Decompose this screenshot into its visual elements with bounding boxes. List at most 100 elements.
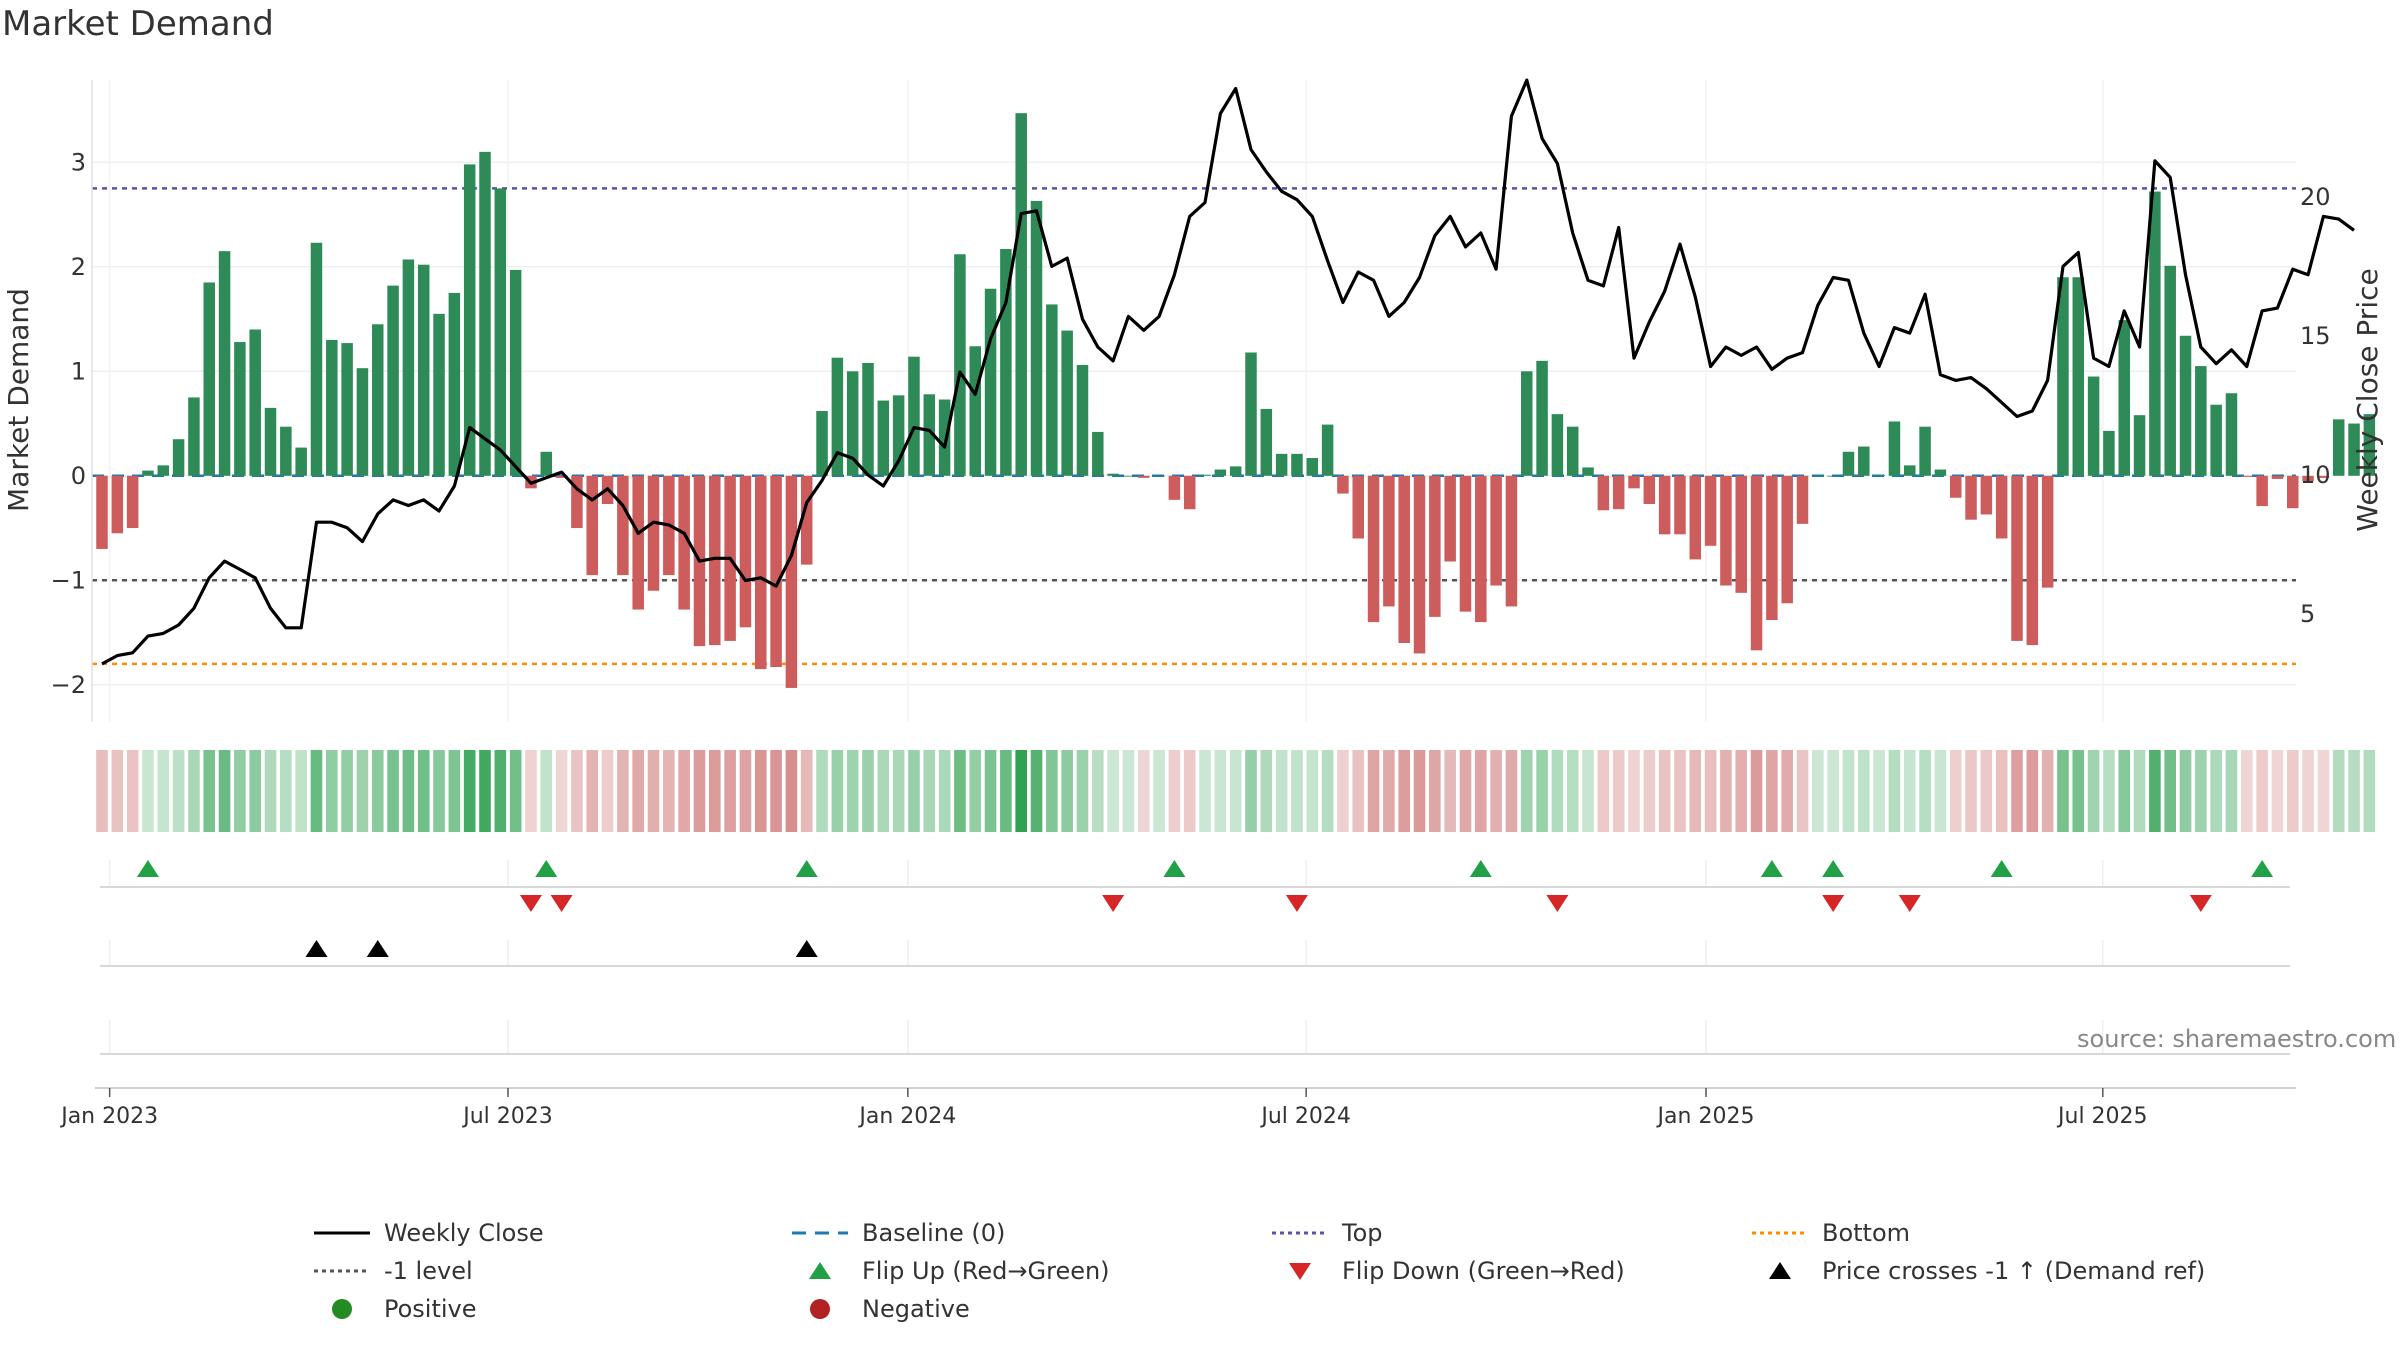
heat-cell [126, 750, 139, 832]
demand-bar [938, 399, 951, 476]
heat-cell [785, 750, 798, 832]
y-tick-label: 1 [71, 357, 86, 385]
y2-tick-label: 20 [2300, 183, 2331, 211]
heat-cell [663, 750, 675, 832]
demand-bar [800, 475, 813, 565]
heat-cell [1674, 750, 1686, 832]
flip-down-marker [1822, 895, 1845, 912]
heat-cell [234, 750, 246, 832]
demand-bar [1566, 426, 1579, 476]
heat-cell [2164, 750, 2176, 832]
heat-cell [1689, 750, 1702, 832]
heat-cell [188, 750, 200, 832]
legend-positive: Positive [312, 1291, 477, 1327]
heat-cell [2210, 750, 2222, 832]
heat-cell [969, 750, 982, 832]
demand-bar [1321, 424, 1334, 476]
heat-cell [417, 750, 430, 832]
heat-cell [1199, 750, 1211, 832]
demand-bar [172, 439, 185, 476]
heat-cell [846, 750, 859, 832]
heat-cell [509, 750, 522, 832]
demand-bar [1888, 421, 1901, 476]
heat-cell [2225, 750, 2238, 832]
demand-bar [755, 475, 767, 670]
demand-bar [923, 394, 936, 476]
heat-cell [463, 750, 476, 832]
demand-bar [1214, 469, 1227, 476]
dotted-line-icon [314, 1269, 370, 1273]
demand-bar [2363, 414, 2376, 476]
demand-bar [862, 362, 874, 476]
heat-cell [341, 750, 353, 832]
demand-bar [1842, 451, 1855, 476]
heat-cell [1980, 750, 1993, 832]
demand-bar [2348, 423, 2360, 476]
flip-down-marker [1546, 895, 1569, 912]
heat-cell [540, 750, 553, 832]
demand-bar [2164, 265, 2176, 476]
demand-bar [2041, 475, 2054, 588]
demand-bar [417, 264, 430, 476]
demand-bar [1521, 371, 1533, 476]
heat-cell [2363, 750, 2376, 832]
dashed-line-icon [792, 1231, 848, 1235]
demand-bar [1092, 431, 1104, 476]
demand-bar [1183, 475, 1196, 510]
circle-icon [332, 1299, 352, 1319]
heat-cell [555, 750, 568, 832]
demand-bar [2287, 475, 2299, 509]
demand-bar [1122, 475, 1135, 477]
line-swatch-icon [314, 1231, 370, 1235]
heat-cell [1260, 750, 1273, 832]
legend-top: Top [1270, 1215, 1383, 1251]
demand-bar [1352, 475, 1364, 539]
heat-cell [938, 750, 951, 832]
heat-cell [479, 750, 491, 832]
heat-cell [402, 750, 415, 832]
heat-cell [1490, 750, 1502, 832]
heat-cell [571, 750, 583, 832]
heat-cell [1229, 750, 1242, 832]
heat-cell [1030, 750, 1043, 832]
heat-cell [1367, 750, 1380, 832]
demand-bars [96, 113, 2376, 688]
demand-bar [310, 242, 323, 476]
heat-cell [1291, 750, 1303, 832]
heat-cell [2149, 750, 2161, 832]
demand-bar [1995, 475, 2008, 539]
demand-bar [402, 259, 415, 476]
heat-cell [1888, 750, 1901, 832]
heat-cell [2072, 750, 2085, 832]
demand-bar [540, 451, 553, 476]
heat-cell [984, 750, 997, 832]
demand-bar [157, 465, 170, 476]
heat-cell [632, 750, 644, 832]
legend-label: Negative [862, 1295, 970, 1323]
heat-cell [1183, 750, 1196, 832]
market-demand-chart: −2 −1 0 1 2 3 5 10 15 20 Market Demand Weekly Cl… [2, 78, 2384, 1129]
heat-cell [1214, 750, 1227, 832]
demand-bar [1750, 475, 1763, 651]
heat-cell [601, 750, 614, 832]
heat-cell [1015, 750, 1027, 832]
demand-bar [632, 475, 644, 610]
heat-cell [2179, 750, 2192, 832]
heat-cell [1903, 750, 1916, 832]
heat-cell [800, 750, 813, 832]
demand-bar [1536, 360, 1548, 476]
demand-bar [1720, 475, 1732, 586]
legend-label: Price crosses -1 ↑ (Demand ref) [1822, 1257, 2206, 1285]
demand-bar [2317, 475, 2330, 478]
heat-cell [617, 750, 629, 832]
demand-bar [892, 395, 905, 476]
legend-label: Weekly Close [384, 1219, 544, 1247]
heat-cell [2317, 750, 2330, 832]
heat-cell [1965, 750, 1977, 832]
legend-flip-up: Flip Up (Red→Green) [790, 1253, 1110, 1289]
heat-cell [2241, 750, 2253, 832]
demand-bar [142, 470, 154, 476]
legend-price-cross: Price crosses -1 ↑ (Demand ref) [1750, 1253, 2205, 1289]
demand-bar [1551, 414, 1564, 476]
heat-cell [1122, 750, 1135, 832]
